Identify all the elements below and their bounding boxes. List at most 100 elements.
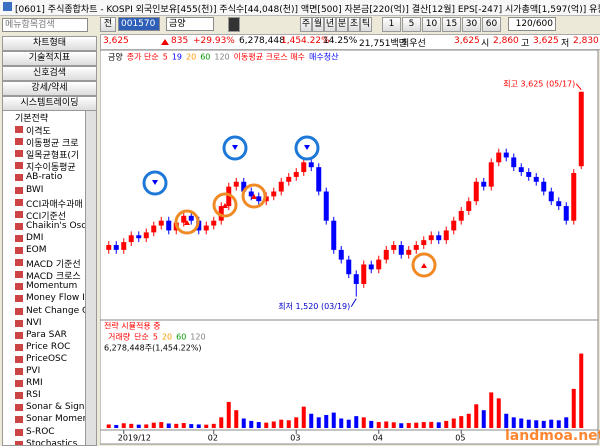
volume-bar (249, 420, 254, 428)
tree-root[interactable]: 기본전략 (15, 114, 49, 124)
candle-body (548, 191, 554, 202)
volume-label: 6,278,448주(1,454.22%) (104, 344, 202, 353)
tree-item[interactable]: Chaikin's Osc (26, 220, 86, 231)
volume-bar (369, 420, 374, 428)
tree-item[interactable]: Price ROC (26, 341, 71, 352)
tree-item[interactable]: RMI (26, 378, 43, 389)
interval-button[interactable]: 15 (442, 17, 461, 32)
tree-item[interactable]: BWI (26, 184, 44, 195)
tree-item[interactable]: Stochastics (26, 438, 78, 446)
volume-bar (234, 410, 239, 428)
tree-item[interactable]: EOM (26, 245, 47, 255)
candle-body (541, 181, 547, 192)
tree-item[interactable]: Money Flow I (26, 293, 85, 304)
tree-icon (15, 331, 23, 339)
tree-item[interactable]: MACD 기준선 (26, 260, 81, 271)
title-bar: [0601] 주식종합차트 - KOSPI 외국인보유[455(천)] 주식수[… (0, 0, 600, 16)
volume-bar (534, 420, 539, 428)
tree-item[interactable]: 지수이동평균 (26, 163, 76, 174)
volume-bar (144, 424, 149, 428)
tree-icon (15, 416, 23, 424)
candle-body (136, 235, 142, 239)
tree-icon (15, 259, 23, 267)
tree-icon (15, 343, 23, 351)
legend-entry: 20 (186, 53, 196, 62)
search-box[interactable]: 메뉴항목검색 (2, 18, 88, 32)
candle-body (361, 264, 367, 284)
period-button[interactable]: 월 (312, 17, 324, 32)
legend-entry: 종가 단순 (127, 52, 159, 62)
candle-body (151, 225, 157, 233)
code-box[interactable]: 001570 (118, 17, 160, 31)
legend-entry: 60 (176, 333, 186, 342)
candle-body (503, 152, 509, 158)
interval-button[interactable]: 1 (382, 17, 401, 32)
type-button[interactable] (228, 17, 240, 32)
tree-item[interactable]: CCI과매수과매 (26, 199, 83, 210)
tree-item[interactable]: DMI (26, 232, 44, 243)
period-button[interactable]: 틱 (360, 17, 372, 32)
volume-bar (294, 417, 299, 428)
scrollbar (85, 110, 97, 446)
tree-item[interactable]: Sonar & Signa (26, 402, 86, 413)
legend-entry: 거래량 (108, 332, 131, 342)
legend-entry: 120 (190, 333, 205, 342)
prefix-button[interactable]: 전 (100, 17, 116, 32)
sidebar-button[interactable]: 기술적지표 (2, 51, 97, 66)
tree-item[interactable]: NVI (26, 317, 42, 328)
interval-button[interactable]: 30 (462, 17, 481, 32)
period-button[interactable]: 초 (348, 17, 360, 32)
candle-body (301, 162, 307, 173)
tree-icon (15, 234, 23, 242)
tree-item[interactable]: PriceOSC (26, 353, 68, 364)
volume-bar (384, 421, 389, 428)
tree-item[interactable]: Sonar Momer (26, 414, 86, 425)
sidebar-button[interactable]: 신호검색 (2, 66, 97, 81)
tree-item[interactable]: PVI (26, 366, 41, 376)
tree-icon (15, 162, 23, 170)
sidebar-button[interactable]: 강세/약세 (2, 81, 97, 96)
high-pointer (575, 83, 582, 91)
count-box[interactable]: 120/600 (508, 17, 556, 31)
candle-body (391, 245, 397, 250)
candle-body (286, 176, 292, 182)
tree-item[interactable]: MACD 크로스 (26, 272, 81, 283)
tree-icon (15, 392, 23, 400)
candle-body (421, 240, 427, 246)
volume-bar (181, 423, 186, 428)
quote-high: 3,625 (533, 36, 559, 46)
volume-bar (166, 423, 171, 428)
tree-item[interactable]: Net Change C (26, 305, 86, 316)
interval-button[interactable]: 5 (402, 17, 421, 32)
period-button[interactable]: 주 (300, 17, 312, 32)
volume-bar (489, 392, 494, 428)
candle-body (406, 249, 412, 255)
sidebar-button[interactable]: 시스템트레이딩 (2, 96, 97, 111)
candle-body (383, 249, 389, 260)
candle-body (398, 245, 404, 255)
candle-body (511, 157, 517, 168)
tree-item[interactable]: S-ROC (26, 426, 55, 437)
toolbar: 메뉴항목검색 전 001570 금양 주 월 년 분 초 틱 1 5 10 15 30 60 120/600 (0, 16, 600, 33)
tree-item[interactable]: 일목균형표(기 (26, 151, 80, 162)
volume-bar (496, 398, 501, 428)
period-button[interactable]: 분 (336, 17, 348, 32)
tree-item[interactable]: Para SAR (26, 329, 67, 340)
tree-item[interactable]: 이동평균 크로 (26, 139, 79, 150)
x-tick-label: 04 (373, 434, 383, 443)
volume-bar (204, 424, 209, 428)
tree-icon (15, 222, 23, 230)
period-button[interactable]: 년 (324, 17, 336, 32)
sidebar-button[interactable]: 차트형태 (2, 36, 97, 51)
interval-button[interactable]: 10 (422, 17, 441, 32)
interval-button[interactable]: 60 (482, 17, 501, 32)
tree-icon (15, 355, 23, 363)
tree-item[interactable]: Momentum (26, 281, 78, 292)
tree-item[interactable]: 이격도 (26, 127, 51, 137)
tree-item[interactable]: AB-ratio (26, 172, 63, 183)
tree-item[interactable]: RSI (26, 390, 41, 401)
volume-bar (301, 406, 306, 428)
tree-item[interactable]: CCI기준선 (26, 211, 67, 222)
